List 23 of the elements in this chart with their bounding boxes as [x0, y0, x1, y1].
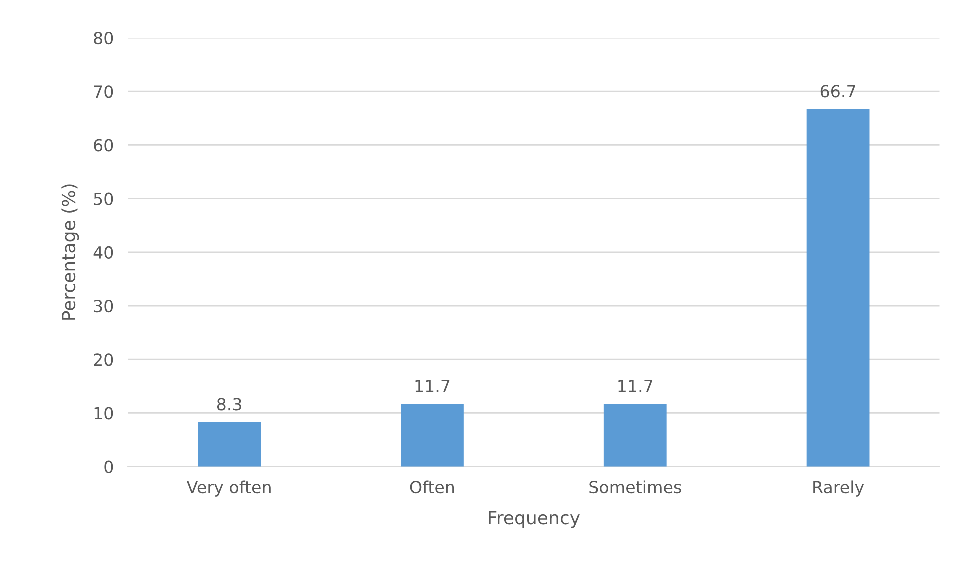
bar — [806, 109, 870, 467]
x-tick-label: Sometimes — [590, 480, 682, 494]
y-tick-label: 10 — [94, 407, 114, 420]
bar — [604, 404, 667, 467]
y-tick-label: 80 — [94, 32, 114, 45]
data-label: 11.7 — [618, 380, 653, 392]
y-axis-title: Percentage (%) — [62, 184, 80, 320]
y-tick-label: 40 — [94, 246, 114, 259]
y-tick-label: 70 — [94, 86, 114, 98]
y-tick-label: 60 — [94, 139, 114, 152]
bar — [401, 404, 464, 467]
bar — [198, 422, 262, 467]
y-tick-label: 50 — [94, 192, 114, 206]
x-tick-label: Rarely — [814, 480, 864, 497]
x-tick-label: Very often — [186, 480, 271, 497]
x-axis-title: Frequency — [489, 511, 580, 528]
y-tick-label: 0 — [104, 460, 114, 474]
data-label: 66.7 — [820, 85, 856, 98]
data-label: 11.7 — [416, 380, 450, 392]
x-tick-label: Often — [410, 480, 454, 494]
y-tick-label: 30 — [94, 300, 114, 313]
y-tick-label: 20 — [94, 354, 114, 366]
data-label: 8.3 — [217, 398, 242, 411]
